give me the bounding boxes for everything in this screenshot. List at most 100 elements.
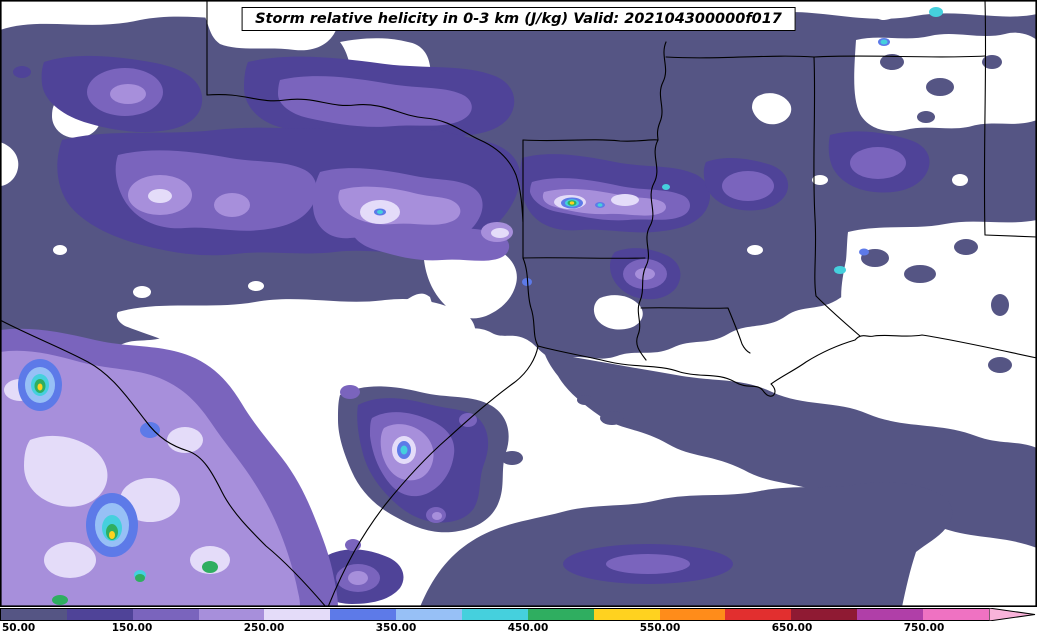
colorbar-tick-label: 50.00 <box>2 622 36 633</box>
colorbar-extend-arrow <box>989 608 1036 621</box>
contour-region <box>926 78 954 96</box>
contour-region <box>24 435 108 507</box>
colorbar-segment <box>396 609 463 620</box>
state-border-line <box>983 0 987 236</box>
state-border-line <box>665 55 986 59</box>
coastline <box>327 334 1037 607</box>
state-border-line <box>984 234 1037 238</box>
river-line <box>636 41 667 361</box>
colorbar-tick-label: 450.00 <box>507 622 549 633</box>
contour-region <box>37 383 43 391</box>
contour-region <box>606 554 690 574</box>
contour-region <box>988 357 1012 373</box>
white-hole <box>53 245 67 255</box>
contour-region <box>880 39 888 45</box>
state-border-line <box>522 139 659 142</box>
state-border-line <box>640 307 751 354</box>
contour-region <box>214 193 250 217</box>
contour-region <box>167 427 203 453</box>
contour-region <box>420 482 953 607</box>
colorbar-segment <box>923 609 989 620</box>
colorbar-segment <box>857 609 924 620</box>
state-border-line <box>522 257 646 259</box>
white-hole <box>248 281 264 291</box>
colorbar-segment <box>659 609 726 620</box>
contour-region <box>859 248 869 256</box>
contour-region <box>432 512 442 520</box>
colorbar-segment <box>593 609 660 620</box>
contour-region <box>597 203 603 207</box>
contour-region <box>109 531 115 539</box>
contour-region <box>600 411 624 425</box>
colorbar-segment <box>66 609 133 620</box>
contour-region <box>110 84 146 104</box>
contour-region <box>917 111 935 123</box>
contour-region <box>44 542 96 578</box>
contour-region <box>352 218 510 261</box>
map-title-box: Storm relative helicity in 0-3 km (J/kg)… <box>241 7 796 31</box>
colorbar-tick-label: 250.00 <box>243 622 285 633</box>
contour-region <box>52 595 68 605</box>
state-border-line <box>813 56 861 337</box>
contour-region <box>400 445 408 455</box>
contour-region <box>722 171 774 201</box>
colorbar-tick-label: 650.00 <box>771 622 813 633</box>
colorbar-arrow-shape <box>989 608 1036 621</box>
colorbar-segment <box>791 609 858 620</box>
colorbar-ticks: 50.00 150.00 250.00 350.00 450.00 550.00 650.0… <box>0 607 1037 633</box>
contour-region <box>148 189 172 203</box>
border-river-line <box>0 319 327 607</box>
contour-region <box>991 294 1009 316</box>
colorbar-segment <box>330 609 397 620</box>
contour-region <box>569 201 575 205</box>
colorbar-segment <box>198 609 265 620</box>
contour-region <box>278 76 472 127</box>
contour-region <box>577 395 593 405</box>
colorbar-tick-label: 350.00 <box>375 622 417 633</box>
white-hole <box>952 174 968 186</box>
contour-region <box>611 194 639 206</box>
colorbar: 50.00 150.00 250.00 350.00 450.00 550.00 650.0… <box>0 607 1037 633</box>
contour-region <box>850 147 906 179</box>
state-borders-layer <box>0 0 1037 607</box>
contour-region <box>190 546 230 574</box>
colorbar-segments <box>0 608 990 621</box>
contour-region <box>954 239 978 255</box>
map-frame <box>0 0 1037 607</box>
map-canvas <box>0 0 1037 607</box>
white-hole <box>0 142 19 186</box>
white-hole <box>133 286 151 298</box>
colorbar-tick-label: 550.00 <box>639 622 681 633</box>
contour-region <box>348 571 368 585</box>
white-hole <box>752 93 792 125</box>
contour-region <box>929 7 943 17</box>
contour-region <box>340 385 360 399</box>
colorbar-segment <box>1 609 67 620</box>
contour-region <box>635 268 655 280</box>
white-hole <box>812 175 828 185</box>
contour-region <box>880 54 904 70</box>
contour-region <box>662 184 670 190</box>
contour-region <box>202 561 218 573</box>
contour-region <box>13 66 31 78</box>
contour-region <box>135 574 145 582</box>
colorbar-tick-label: 750.00 <box>903 622 945 633</box>
contour-region <box>491 228 509 238</box>
white-hole <box>868 0 905 20</box>
colorbar-segment <box>527 609 594 620</box>
white-hole <box>747 245 763 255</box>
contour-region <box>140 422 160 438</box>
colorbar-segment <box>462 609 528 620</box>
contour-region <box>501 451 523 465</box>
colorbar-segment <box>132 609 199 620</box>
colorbar-tick-label: 150.00 <box>111 622 153 633</box>
contour-region <box>522 278 532 286</box>
state-border-line <box>522 257 539 347</box>
contour-region <box>834 266 846 274</box>
state-border-line <box>206 93 524 223</box>
white-hole <box>593 295 643 330</box>
white-hole <box>841 220 1037 352</box>
colorbar-segment <box>264 609 331 620</box>
colorbar-segment <box>725 609 792 620</box>
